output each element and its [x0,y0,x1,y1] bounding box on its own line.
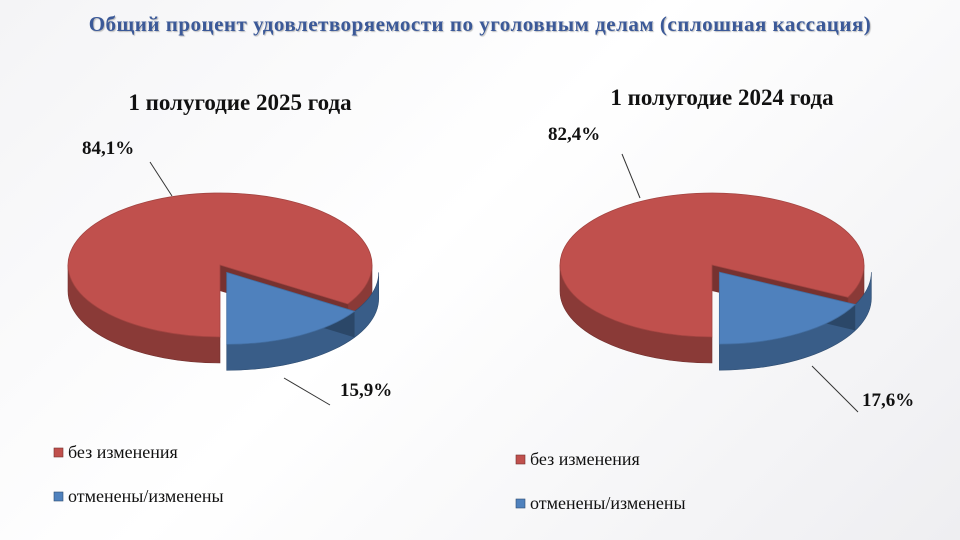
legend-item: отменены/изменены [53,486,224,506]
slice-changed [226,271,380,371]
slide-title: Общий процент удовлетворяемости по уголо… [88,12,872,36]
legend-label: отменены/изменены [530,493,686,513]
chart-title: 1 полугодие 2025 года [128,90,352,115]
legend-swatch [53,491,64,502]
legend-swatch [53,447,64,458]
legend-swatch [515,498,526,509]
data-label-changed: 17,6% [862,390,914,411]
leader-line [149,161,173,197]
legend-label: без изменения [530,449,640,469]
legend-swatch [515,454,526,465]
slice-changed [718,271,872,371]
slices [559,192,872,371]
legend-item: отменены/изменены [515,493,686,513]
leader-line [621,153,641,199]
pie-chart-2025: 1 полугодие 2025 года 84,1% 15,9% без измен… [53,90,392,506]
leader-line [283,377,331,406]
leader-line [811,365,859,413]
legend-item: без изменения [53,442,178,462]
legend-label: без изменения [68,442,178,462]
data-label-no-change: 82,4% [548,124,600,145]
chart-title: 1 полугодие 2024 года [610,85,834,110]
pie-chart-2024: 1 полугодие 2024 года 82,4% 17,6% без измен… [515,85,914,513]
legend-item: без изменения [515,449,640,469]
data-label-changed: 15,9% [340,380,392,401]
legend-label: отменены/изменены [68,486,224,506]
data-label-no-change: 84,1% [82,138,134,159]
slices [67,192,380,371]
